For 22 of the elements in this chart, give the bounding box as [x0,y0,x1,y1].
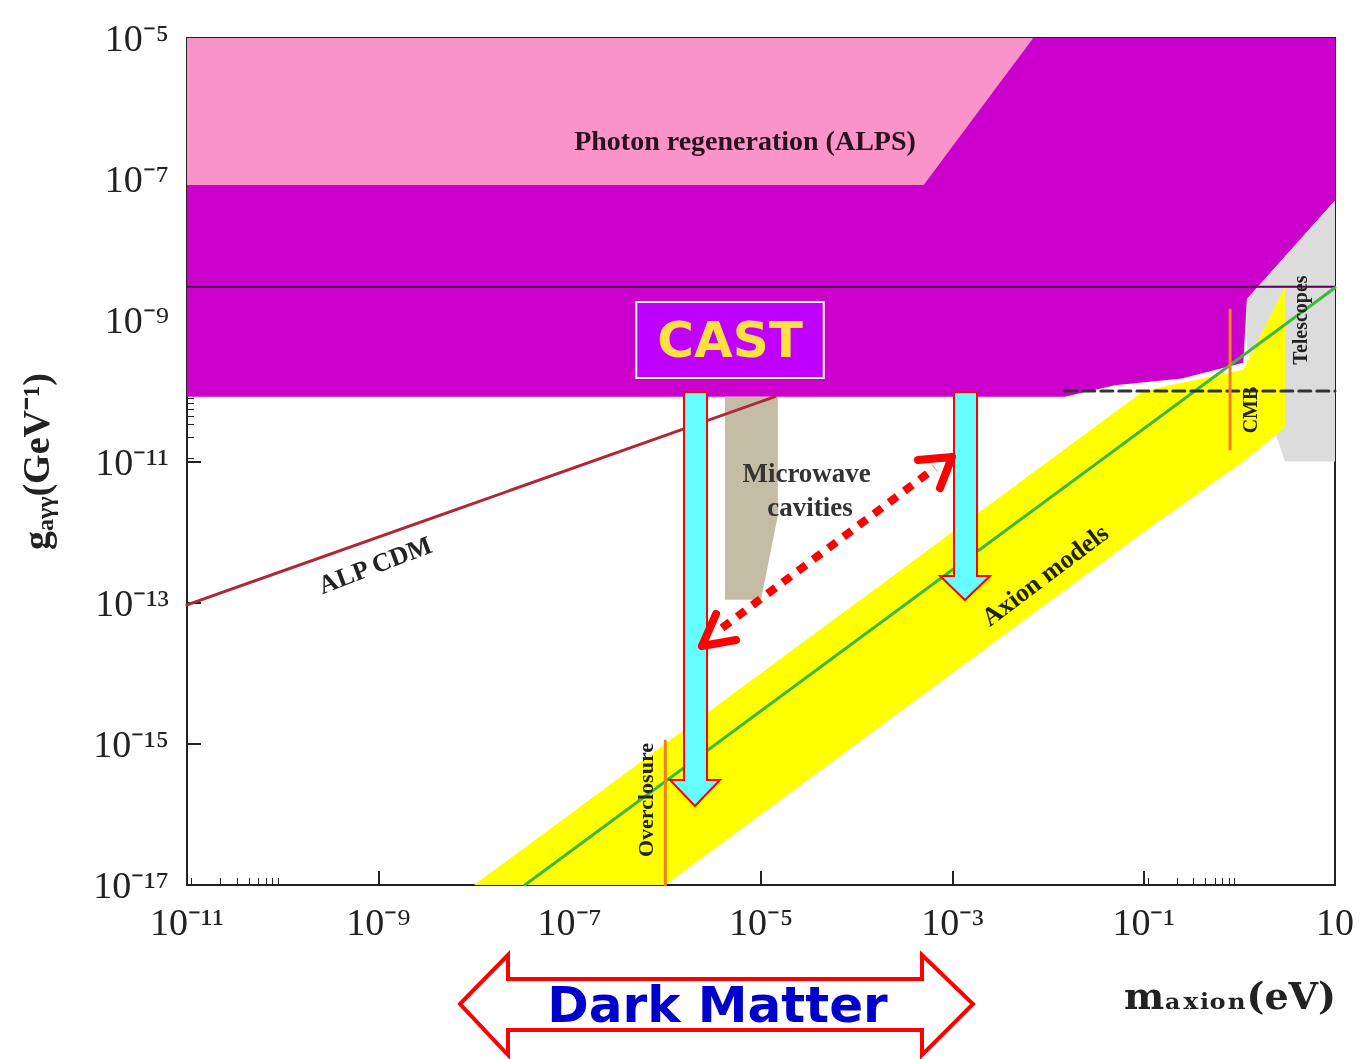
x-tick-label: 10⁻⁷ [537,901,602,943]
y-tick-label: 10⁻¹¹ [95,440,169,483]
annotation: Overclosure [632,742,658,858]
x-axis-title: mₐₓᵢₒₙ(eV) [1123,972,1337,1018]
annotation: Photon regeneration (ALPS) [574,124,916,156]
x-tick-label: 10⁻⁵ [728,901,794,943]
annotation: ALP CDM [314,530,436,600]
y-tick-label: 10⁻⁷ [104,158,169,201]
x-tick-label: 10⁻³ [921,901,984,943]
y-tick-label: 10⁻⁹ [104,299,169,342]
x-tick-label: 10⁻¹ [1112,901,1175,943]
annotation: Telescopes [1289,275,1312,365]
y-tick-label: 10⁻¹³ [95,581,169,624]
x-tick-label: 10 [1316,901,1354,943]
annotation: CMB [1239,386,1261,434]
y-tick-label: 10⁻¹⁵ [93,722,169,765]
text: Dark Matter [546,975,889,1035]
y-axis-title: gaγγ(GeV⁻¹) [15,372,58,551]
x-tick-label: 10⁻⁹ [346,901,411,943]
y-tick-label: 10⁻⁵ [104,17,169,59]
annotation: CAST [657,311,803,369]
annotation: Microwave cavities [742,458,878,522]
